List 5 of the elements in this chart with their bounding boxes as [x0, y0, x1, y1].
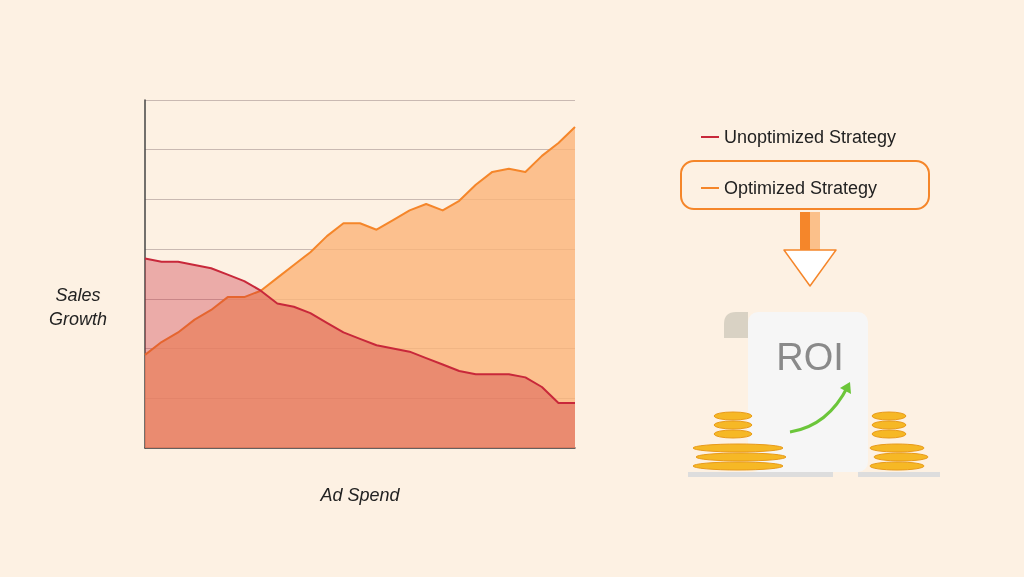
- x-axis-title: Ad Spend: [319, 485, 401, 505]
- legend-label: Unoptimized Strategy: [724, 127, 897, 147]
- y-axis-title: Sales Growth: [48, 284, 108, 331]
- legend-label: Optimized Strategy: [724, 178, 878, 198]
- text: ROI: [775, 336, 845, 379]
